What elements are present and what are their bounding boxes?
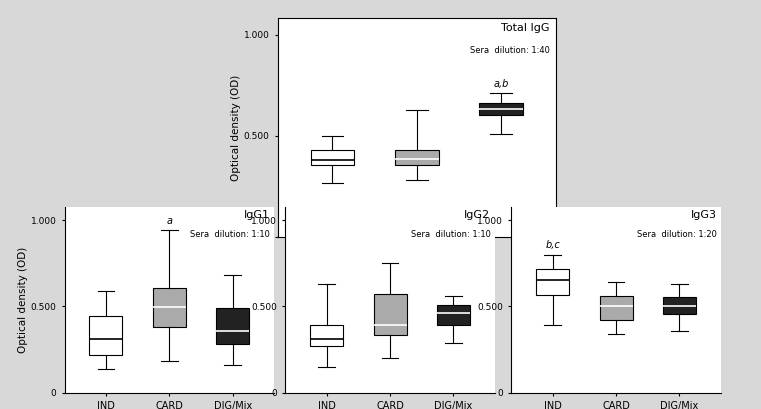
PathPatch shape (479, 103, 523, 115)
Text: Total IgG: Total IgG (501, 23, 550, 33)
Text: Sera  dilution: 1:10: Sera dilution: 1:10 (190, 230, 270, 239)
Y-axis label: Optical density (OD): Optical density (OD) (231, 75, 240, 181)
Text: Sera  dilution: 1:40: Sera dilution: 1:40 (470, 46, 550, 55)
Text: a,b: a,b (493, 79, 508, 89)
PathPatch shape (90, 316, 123, 355)
PathPatch shape (310, 150, 355, 165)
PathPatch shape (374, 294, 406, 335)
Text: IgG2: IgG2 (464, 210, 491, 220)
PathPatch shape (437, 305, 470, 326)
PathPatch shape (663, 297, 696, 314)
PathPatch shape (310, 326, 343, 346)
PathPatch shape (536, 269, 569, 295)
Text: Sera  dilution: 1:10: Sera dilution: 1:10 (411, 230, 491, 239)
PathPatch shape (153, 288, 186, 327)
PathPatch shape (600, 296, 632, 320)
PathPatch shape (216, 308, 250, 344)
Text: b,c: b,c (545, 240, 560, 249)
Text: IgG3: IgG3 (690, 210, 717, 220)
Text: a: a (167, 216, 172, 226)
Text: Sera  dilution: 1:20: Sera dilution: 1:20 (637, 230, 717, 239)
Y-axis label: Optical density (OD): Optical density (OD) (18, 247, 27, 353)
PathPatch shape (395, 150, 438, 165)
Text: IgG1: IgG1 (244, 210, 270, 220)
